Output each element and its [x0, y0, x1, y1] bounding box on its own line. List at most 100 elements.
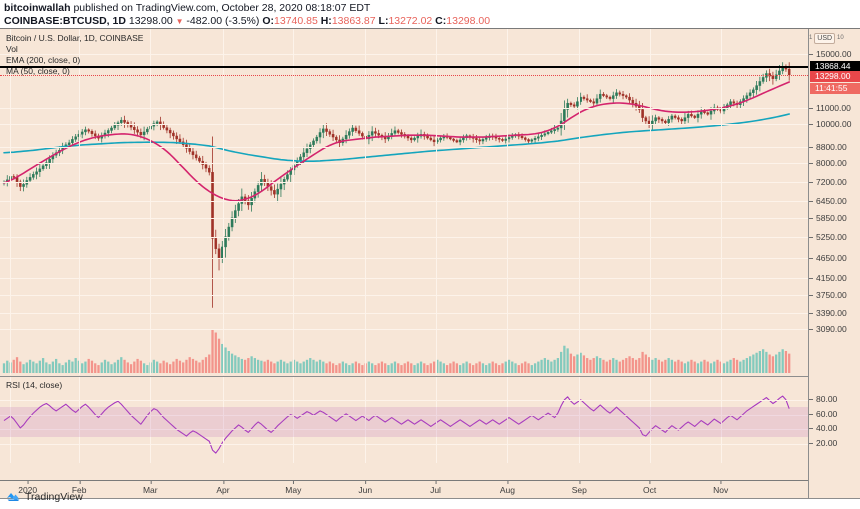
gridline-h: [0, 217, 808, 219]
time-axis[interactable]: 2020 Feb Mar Apr May Jun Jul Aug Sep Oct Nov: [0, 481, 860, 499]
rsi-band: [0, 407, 808, 437]
chart-frame: Bitcoin / U.S. Dollar, 1D, COINBASE Vol …: [0, 28, 860, 482]
time-tick-label: Nov: [713, 481, 729, 495]
price-tick-label: 5850.00: [816, 212, 847, 223]
price-tick-label: 15000.00: [816, 48, 852, 59]
gridline-h: [0, 53, 808, 55]
rsi-pane[interactable]: RSI (14, close): [0, 376, 808, 463]
gridline-v: [9, 377, 11, 463]
gridline-h: [0, 444, 808, 446]
gridline-h: [0, 146, 808, 148]
legend-volume[interactable]: Vol: [6, 44, 18, 54]
time-tick-label: 2020: [18, 481, 38, 495]
close-value: 13298.00: [446, 15, 491, 27]
symbol-label[interactable]: COINBASE:BTCUSD, 1D: [4, 15, 126, 27]
time-tick-label: Aug: [499, 481, 515, 495]
price-tick: 8800.00: [809, 142, 860, 153]
price-tick: 4150.00: [809, 273, 860, 284]
gridline-h: [0, 181, 808, 183]
gridline-h: [0, 414, 808, 416]
tradingview-logo-icon: [7, 493, 20, 501]
chart-header: bitcoinwallah published on TradingView.c…: [0, 0, 860, 28]
price-tick-label: 3390.00: [816, 307, 847, 318]
price-tick: 3090.00: [809, 324, 860, 335]
gridline-v: [365, 29, 367, 375]
price-tick-label: 3750.00: [816, 290, 847, 301]
price-tick: 11000.00: [809, 103, 860, 114]
last-price-badge: 13298.00: [810, 70, 860, 82]
publish-text: published on TradingView.com, October 28…: [73, 2, 371, 14]
price-plot: [2, 62, 791, 373]
price-tick: 8000.00: [809, 158, 860, 169]
gridline-h: [0, 200, 808, 202]
gridline-h: [0, 236, 808, 238]
gridline-v: [223, 29, 224, 375]
gridline-h: [0, 257, 808, 259]
high-value: 13863.87: [331, 15, 376, 27]
publish-line: bitcoinwallah published on TradingView.c…: [4, 2, 860, 15]
rsi-legend: RSI (14, close): [6, 380, 62, 391]
legend-rsi-label[interactable]: RSI (14, close): [6, 380, 63, 390]
price-tick: 5250.00: [809, 232, 860, 243]
last-price: 13298.00: [128, 15, 173, 27]
currency-row[interactable]: 1 USD 10: [809, 32, 860, 45]
symbol-quote-line: COINBASE:BTCUSD, 1D 13298.00 ▼ -482.00 (…: [4, 15, 860, 28]
gridline-v: [435, 377, 437, 463]
currency-chip[interactable]: USD: [814, 33, 836, 44]
price-tick: 15000.00: [809, 49, 860, 60]
countdown-badge: 11:41:55: [810, 82, 860, 94]
rsi-tick: 80.00: [809, 394, 860, 405]
gridline-v: [150, 29, 152, 375]
gridline-h: [0, 295, 808, 297]
price-tick-label: 4650.00: [816, 252, 847, 263]
low-value: 13272.02: [388, 15, 433, 27]
scale-left-value: 1: [809, 35, 813, 41]
legend-ema200[interactable]: EMA (200, close, 0): [6, 55, 81, 65]
low-label: L:: [378, 15, 389, 27]
price-tick: 3750.00: [809, 290, 860, 301]
price-tick-label: 3090.00: [816, 324, 847, 334]
scale-right-value: 10: [837, 35, 844, 41]
price-tick-label: 11000.00: [816, 102, 851, 113]
price-tick: 7200.00: [809, 177, 860, 188]
high-price-badge: 13868.44: [810, 61, 860, 73]
price-legend: Bitcoin / U.S. Dollar, 1D, COINBASE Vol …: [6, 33, 143, 77]
gridline-h: [0, 107, 808, 109]
price-pane[interactable]: Bitcoin / U.S. Dollar, 1D, COINBASE Vol …: [0, 29, 808, 375]
rsi-tick-label: 20.00: [816, 438, 838, 449]
price-axis[interactable]: 1 USD 10 15000.00 11000.00 10000.00 8800.00…: [808, 29, 860, 482]
tradingview-brand[interactable]: TradingView: [6, 488, 83, 506]
gridline-v: [150, 377, 152, 463]
price-tick-label: 6450.00: [816, 195, 847, 206]
gridline-v: [293, 377, 295, 463]
legend-ma50[interactable]: MA (50, close, 0): [6, 66, 70, 76]
gridline-h: [0, 399, 808, 401]
price-tick: 4650.00: [809, 253, 860, 264]
gridline-v: [79, 377, 81, 463]
gridline-v: [649, 29, 651, 375]
gridline-v: [223, 377, 224, 463]
rsi-tick: 60.00: [809, 409, 860, 420]
change-percent: (-3.5%): [224, 15, 260, 27]
price-tick-label: 8800.00: [816, 141, 847, 152]
time-tick-label: Apr: [216, 481, 230, 495]
gridline-v: [435, 29, 437, 375]
rsi-tick-label: 80.00: [816, 393, 838, 404]
price-tick: 10000.00: [809, 119, 860, 130]
footer: TradingView: [0, 491, 860, 509]
open-value: 13740.85: [274, 15, 318, 27]
rsi-plot: [3, 395, 790, 454]
gridline-v: [649, 377, 651, 463]
time-tick-label: Feb: [71, 481, 87, 495]
gridline-v: [365, 377, 367, 463]
gridline-v: [579, 29, 581, 375]
high-label: H:: [320, 15, 332, 27]
high-price-line: [0, 66, 808, 69]
gridline-h: [0, 312, 808, 314]
time-tick-label: Jul: [430, 481, 441, 495]
down-arrow-icon: ▼: [175, 17, 184, 26]
gridline-h: [0, 329, 808, 330]
legend-symbol[interactable]: Bitcoin / U.S. Dollar, 1D, COINBASE: [6, 33, 144, 43]
gridline-v: [507, 377, 509, 463]
